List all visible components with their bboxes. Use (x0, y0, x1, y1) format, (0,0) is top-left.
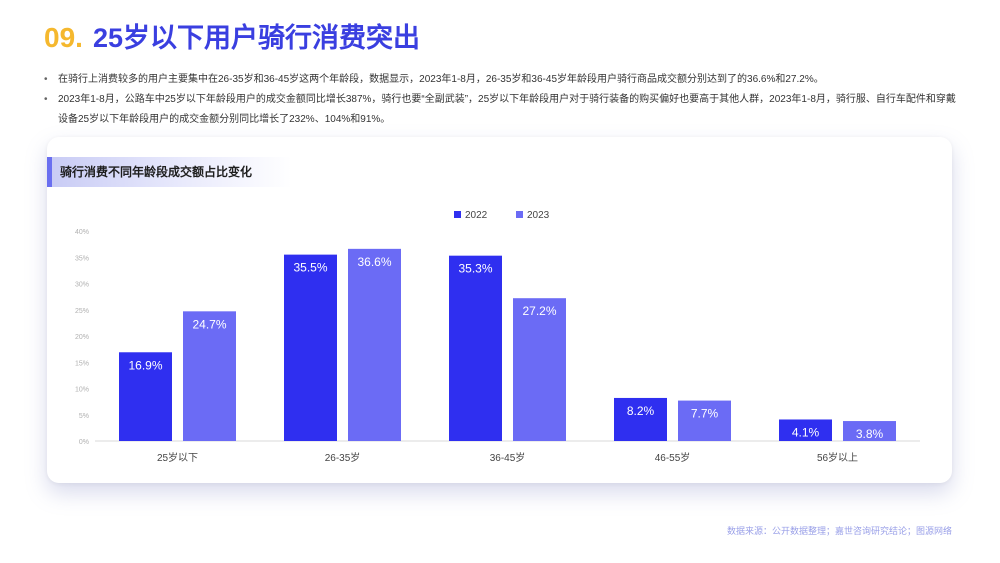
data-label: 3.8% (856, 427, 884, 441)
y-tick-label: 10% (75, 387, 89, 394)
y-tick-label: 0% (79, 439, 89, 446)
data-label: 35.5% (293, 261, 327, 275)
bullet-dot-icon: • (44, 94, 48, 105)
bar-chart: 0% 5% 10% 15% 20% 25% 30% 35% 40% 16.9% 24.7% 25岁以下… (75, 210, 920, 464)
bar-2023 (348, 248, 401, 441)
legend-label: 2022 (465, 210, 488, 221)
bar-2023 (843, 421, 896, 441)
summary-bullets: • 在骑行上消费较多的用户主要集中在26-35岁和36-45岁这两个年龄段，数据… (44, 70, 959, 130)
x-tick-label: 56岁以上 (817, 451, 858, 464)
source-note: 数据来源：公开数据整理；嘉世咨询研究结论；图源网络 (726, 526, 952, 536)
bar-2023 (513, 298, 566, 441)
data-label: 16.9% (128, 358, 162, 372)
x-tick-label: 46-55岁 (655, 451, 691, 464)
bullet-item: • 2023年1-8月，公路车中25岁以下年龄段用户的成交金额同比增长387%，… (44, 90, 959, 130)
y-tick-label: 20% (75, 334, 89, 341)
chart-title: 骑行消费不同年龄段成交额占比变化 (47, 157, 292, 187)
data-label: 35.3% (458, 262, 492, 276)
bar-2023 (678, 400, 731, 441)
data-label: 8.2% (627, 404, 655, 418)
section-number: 09. (44, 22, 83, 53)
y-tick-label: 35% (75, 255, 89, 262)
data-label: 27.2% (522, 304, 556, 318)
bullet-text: 2023年1-8月，公路车中25岁以下年龄段用户的成交金额同比增长387%，骑行… (58, 94, 956, 125)
legend-swatch (516, 211, 523, 218)
bullet-dot-icon: • (44, 74, 48, 85)
legend-label: 2023 (527, 210, 550, 221)
bar-2022 (119, 352, 172, 441)
bar-2022 (614, 397, 667, 441)
bullet-item: • 在骑行上消费较多的用户主要集中在26-35岁和36-45岁这两个年龄段，数据… (44, 70, 959, 90)
legend-swatch (454, 211, 461, 218)
page-title: 25岁以下用户骑行消费突出 (92, 23, 420, 53)
x-tick-label: 25岁以下 (157, 451, 198, 464)
data-label: 7.7% (691, 407, 719, 421)
y-tick-label: 25% (75, 308, 89, 315)
data-label: 24.7% (192, 317, 226, 331)
x-tick-label: 26-35岁 (325, 451, 361, 464)
y-tick-label: 40% (75, 229, 89, 236)
bar-2023 (183, 311, 236, 441)
bar-2022 (779, 419, 832, 441)
y-tick-label: 15% (75, 360, 89, 367)
y-tick-label: 30% (75, 282, 89, 289)
data-label: 4.1% (792, 425, 820, 439)
bar-2022 (449, 255, 502, 441)
y-tick-label: 5% (79, 413, 89, 420)
page-header: 09. 25岁以下用户骑行消费突出 (44, 16, 420, 56)
bullet-text: 在骑行上消费较多的用户主要集中在26-35岁和36-45岁这两个年龄段，数据显示… (58, 74, 824, 85)
x-tick-label: 36-45岁 (490, 451, 526, 464)
data-label: 36.6% (357, 255, 391, 269)
bar-2022 (284, 254, 337, 441)
chart-card: 骑行消费不同年龄段成交额占比变化 0% 5% 10% 15% 20% 25% 30% 35% 4… (47, 137, 952, 483)
